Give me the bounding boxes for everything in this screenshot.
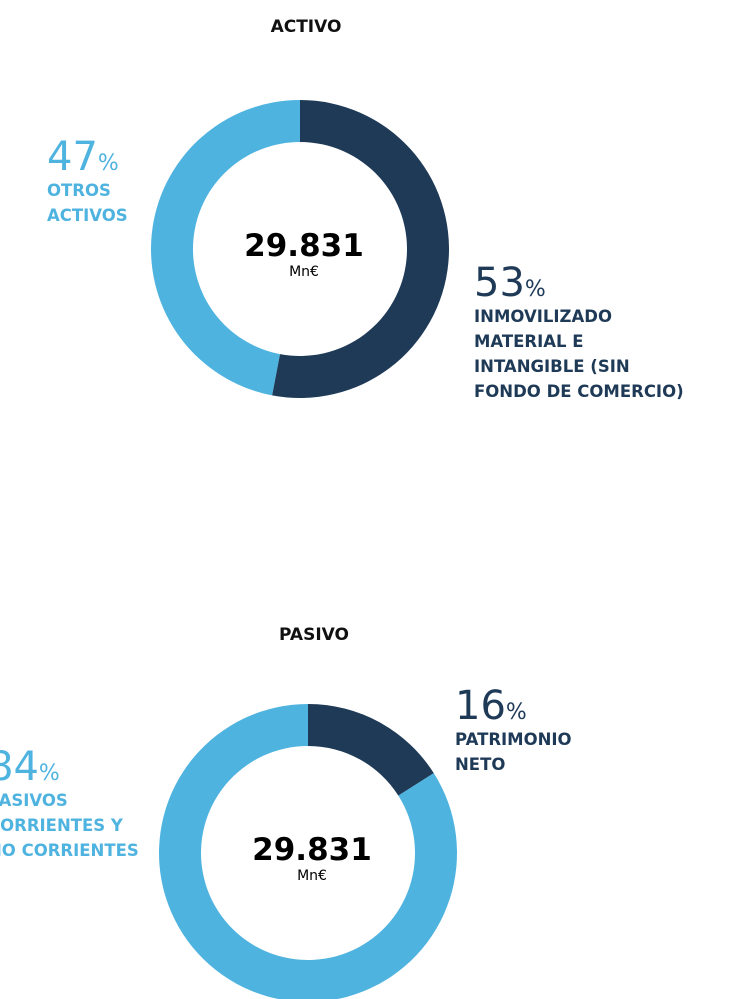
- category-line: INTANGIBLE (SIN: [474, 357, 630, 376]
- category-label: OTROS ACTIVOS: [47, 181, 128, 225]
- percent-number: 47: [47, 134, 98, 180]
- category-line: ACTIVOS: [47, 206, 128, 225]
- category-label: INMOVILIZADO MATERIAL E INTANGIBLE (SIN FON…: [474, 307, 684, 401]
- category-line: OTROS: [47, 181, 111, 200]
- total-unit: Mn€: [297, 868, 327, 884]
- category-line: PATRIMONIO: [455, 730, 572, 749]
- category-label: PASIVOS CORRIENTES Y NO CORRIENTES: [0, 791, 139, 860]
- percent-number: 16: [455, 683, 506, 729]
- chart-title: PASIVO: [279, 625, 349, 645]
- category-line: FONDO DE COMERCIO): [474, 382, 684, 401]
- total-unit: Mn€: [289, 264, 319, 280]
- donut-segment: [272, 100, 449, 398]
- category-label: PATRIMONIO NETO: [455, 730, 572, 774]
- category-line: MATERIAL E: [474, 332, 584, 351]
- percent-sign: %: [525, 277, 546, 302]
- chart-title: ACTIVO: [271, 17, 342, 37]
- percent-sign: %: [506, 700, 527, 725]
- category-line: NO CORRIENTES: [0, 841, 139, 860]
- total-value: 29.831: [244, 228, 364, 264]
- category-line: NETO: [455, 755, 505, 774]
- category-line: CORRIENTES Y: [0, 816, 124, 835]
- percent-label: 47%: [47, 134, 119, 180]
- percent-number: 84: [0, 744, 39, 790]
- category-line: PASIVOS: [0, 791, 68, 810]
- percent-label: 53%: [474, 260, 546, 306]
- donut-segment: [150, 100, 300, 396]
- percent-label: 16%: [455, 683, 527, 729]
- percent-number: 53: [474, 260, 525, 306]
- percent-sign: %: [39, 761, 60, 786]
- percent-sign: %: [98, 151, 119, 176]
- category-line: INMOVILIZADO: [474, 307, 612, 326]
- percent-label: 84%: [0, 744, 60, 790]
- donut-segment: [308, 704, 434, 796]
- total-value: 29.831: [252, 832, 372, 868]
